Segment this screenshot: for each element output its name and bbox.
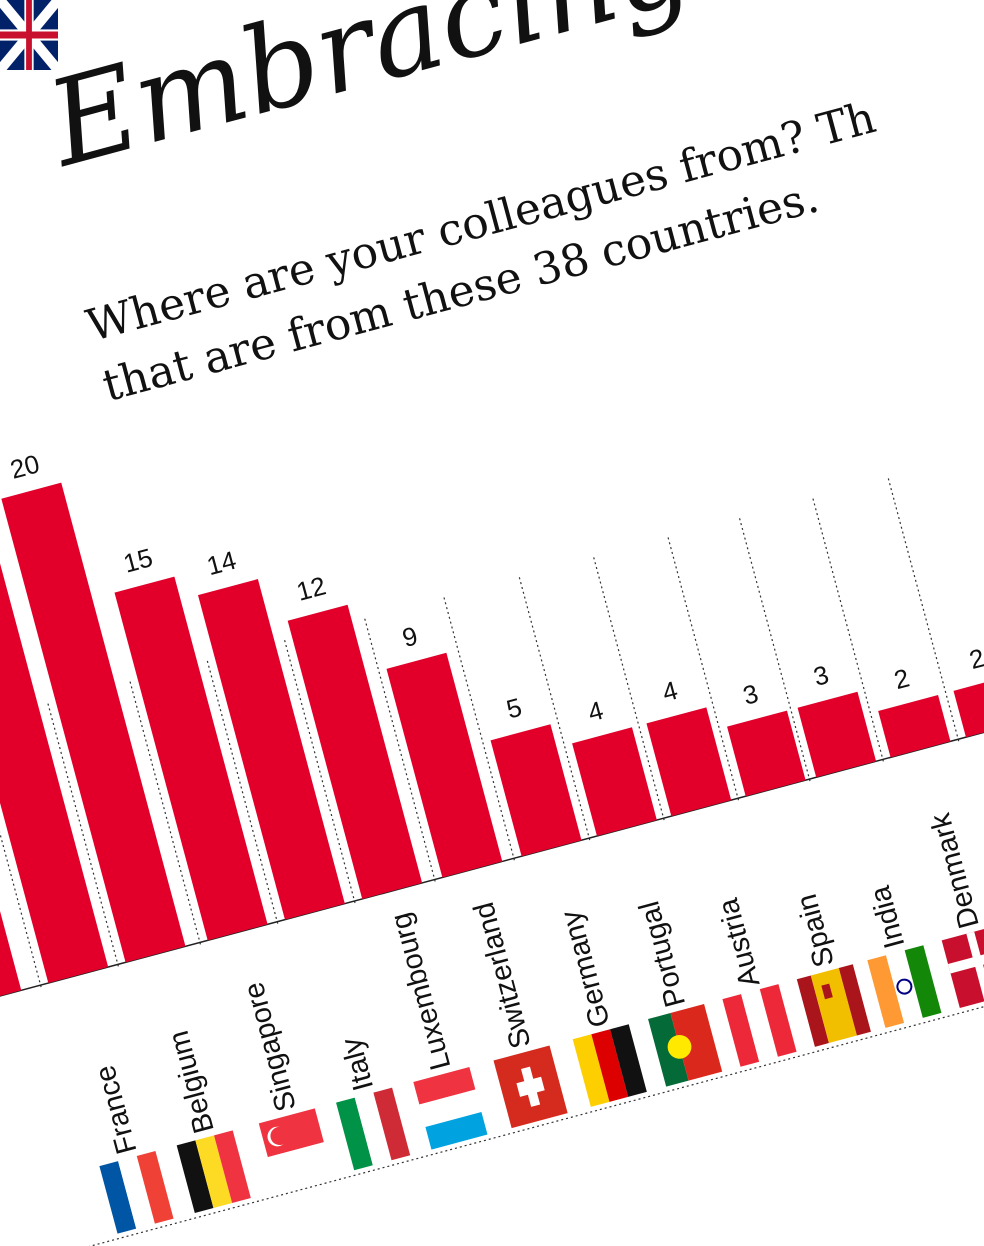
country-label: Luxembourg [385, 909, 458, 1073]
value-label: 20 [7, 448, 43, 484]
country-label: Italy [335, 1034, 380, 1094]
column-divider [443, 597, 515, 861]
value-label: 3 [810, 659, 832, 692]
uk-flag-icon [0, 0, 62, 74]
india-flag-icon [867, 945, 942, 1028]
bar-belgium [1, 482, 186, 963]
value-label: 2 [966, 642, 984, 675]
column-divider [129, 681, 202, 945]
bar-cropped [0, 910, 22, 997]
bar-portugal [572, 727, 657, 837]
germany-flag-icon [572, 1024, 647, 1107]
france-flag-icon [99, 1151, 174, 1234]
portugal-flag-icon [648, 1004, 723, 1087]
country-label: Austria [712, 894, 766, 990]
italy-flag-icon [336, 1087, 411, 1171]
bar-singapore [114, 576, 268, 941]
value-label: 5 [503, 692, 525, 725]
column-divider [206, 660, 279, 924]
belgium-flag-icon [176, 1130, 251, 1213]
bar-croatia [953, 682, 984, 738]
austria-flag-icon [722, 984, 797, 1067]
bar-india [797, 691, 877, 778]
bar-italy [197, 579, 345, 920]
value-label: 4 [659, 675, 681, 708]
value-label: 3 [740, 678, 762, 711]
country-label: India [864, 882, 911, 952]
column-divider [667, 537, 740, 801]
value-label: 12 [293, 570, 329, 606]
column-divider [364, 618, 436, 882]
bar-denmark [878, 694, 951, 758]
country-label: Germany [555, 907, 617, 1031]
footer-divider [88, 1006, 984, 1246]
country-label: Singapore [238, 979, 303, 1115]
bar-france [0, 563, 109, 984]
country-label: Portugal [633, 898, 692, 1011]
value-label: 2 [891, 662, 913, 695]
switzerland-flag-icon [493, 1045, 568, 1129]
bar-switzerland [386, 652, 503, 878]
spain-flag-icon [796, 964, 871, 1047]
column-divider [593, 557, 665, 821]
value-label: 9 [399, 620, 421, 653]
value-label: 4 [585, 695, 607, 728]
value-label: 14 [204, 545, 240, 581]
column-divider [812, 498, 884, 762]
bar-germany [490, 724, 582, 857]
country-label: Belgium [163, 1027, 221, 1136]
country-label: Denmark [924, 809, 984, 931]
bar-luxembourg [287, 604, 423, 899]
bar-spain [727, 710, 806, 797]
column-divider [518, 577, 591, 841]
country-label: Switzerland [468, 899, 538, 1052]
column-divider [738, 518, 811, 782]
column-divider [284, 640, 356, 904]
denmark-flag-icon [941, 925, 984, 1008]
value-label: 15 [120, 542, 156, 578]
singapore-flag-icon [258, 1108, 333, 1191]
luxembourg-flag-icon [413, 1066, 488, 1150]
country-label: France [89, 1062, 143, 1157]
country-label: Spain [791, 891, 841, 971]
column-divider [0, 831, 42, 988]
column-divider [887, 478, 960, 742]
bar-austria [646, 707, 732, 817]
column-divider [47, 703, 119, 967]
